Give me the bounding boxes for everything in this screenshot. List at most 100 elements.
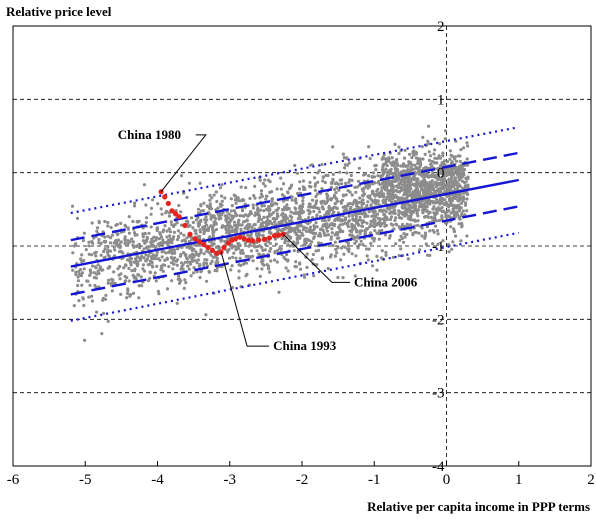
scatter-point — [441, 154, 445, 158]
scatter-point — [286, 269, 290, 273]
scatter-point — [268, 270, 272, 274]
scatter-point — [436, 242, 440, 246]
scatter-point — [356, 205, 360, 209]
scatter-point — [239, 263, 243, 268]
scatter-point — [154, 254, 158, 258]
scatter-point — [288, 244, 292, 248]
scatter-point — [214, 190, 218, 194]
scatter-point — [246, 233, 250, 237]
scatter-point — [176, 238, 180, 242]
scatter-point — [217, 217, 221, 221]
scatter-point — [93, 283, 97, 288]
scatter-point — [294, 211, 298, 215]
scatter-point — [294, 201, 298, 205]
scatter-point — [382, 208, 386, 212]
scatter-point — [326, 199, 330, 203]
scatter-point — [245, 272, 249, 276]
scatter-point — [141, 263, 145, 267]
scatter-point — [357, 223, 361, 227]
scatter-point — [81, 238, 85, 243]
scatter-point — [406, 188, 410, 192]
scatter-point — [239, 185, 243, 189]
scatter-point — [204, 261, 209, 265]
scatter-point — [281, 211, 285, 216]
scatter-point — [416, 159, 420, 163]
scatter-point — [340, 182, 344, 186]
scatter-point — [366, 214, 370, 218]
scatter-point — [71, 251, 75, 255]
scatter-point — [205, 258, 209, 262]
scatter-point — [333, 202, 337, 206]
scatter-point — [186, 260, 190, 264]
scatter-point — [333, 222, 337, 226]
scatter-point — [110, 277, 114, 281]
scatter-point — [313, 184, 317, 188]
scatter-point — [144, 253, 148, 257]
scatter-point — [465, 163, 470, 167]
scatter-point — [298, 261, 302, 265]
china-point — [276, 232, 282, 238]
china-point — [218, 249, 224, 255]
x-tick-label: -6 — [7, 472, 20, 488]
scatter-point — [450, 178, 454, 183]
scatter-point — [301, 199, 305, 203]
scatter-point — [438, 188, 442, 192]
scatter-point — [377, 229, 381, 233]
scatter-point — [232, 209, 236, 213]
scatter-point — [422, 183, 426, 187]
scatter-point — [188, 224, 192, 228]
scatter-point — [373, 181, 377, 185]
scatter-point — [179, 231, 183, 235]
scatter-point — [235, 223, 239, 227]
scatter-point — [231, 255, 235, 259]
scatter-point — [263, 178, 267, 182]
scatter-point — [106, 281, 110, 285]
scatter-point — [225, 220, 229, 224]
scatter-point — [263, 248, 267, 252]
scatter-point — [209, 217, 213, 221]
scatter-point — [178, 254, 182, 258]
scatter-point — [422, 207, 426, 211]
scatter-point — [253, 245, 258, 249]
scatter-point — [236, 242, 240, 246]
scatter-point — [104, 239, 108, 243]
scatter-point — [347, 214, 351, 218]
scatter-point — [255, 233, 259, 237]
scatter-point — [282, 208, 286, 212]
y-tick-label: 1 — [437, 92, 445, 108]
scatter-point — [160, 212, 164, 216]
scatter-point — [223, 196, 227, 200]
scatter-point — [427, 185, 431, 190]
scatter-point — [197, 252, 201, 256]
scatter-point — [147, 231, 151, 235]
scatter-point — [384, 253, 388, 257]
y-tick-label: -1 — [432, 239, 445, 255]
scatter-point — [198, 228, 202, 232]
scatter-point — [327, 225, 331, 229]
scatter-point — [205, 279, 209, 283]
scatter-point — [264, 242, 268, 246]
scatter-point — [97, 241, 101, 245]
scatter-point — [167, 227, 171, 231]
scatter-point — [95, 229, 99, 233]
scatter-point — [205, 249, 209, 253]
scatter-point — [106, 278, 111, 282]
scatter-point — [415, 184, 419, 188]
scatter-point — [390, 200, 394, 204]
scatter-point — [375, 268, 379, 272]
scatter-point — [195, 252, 199, 257]
y-tick-label: -2 — [432, 312, 445, 328]
scatter-point — [324, 211, 329, 215]
scatter-point — [418, 248, 422, 252]
scatter-point — [333, 182, 337, 186]
scatter-point — [240, 248, 244, 252]
scatter-point — [216, 206, 220, 210]
scatter-point — [462, 197, 466, 201]
scatter-point — [268, 190, 272, 194]
scatter-point — [175, 301, 179, 305]
scatter-point — [293, 163, 297, 168]
scatter-point — [225, 229, 229, 233]
scatter-point — [190, 249, 194, 253]
scatter-point — [177, 277, 182, 281]
